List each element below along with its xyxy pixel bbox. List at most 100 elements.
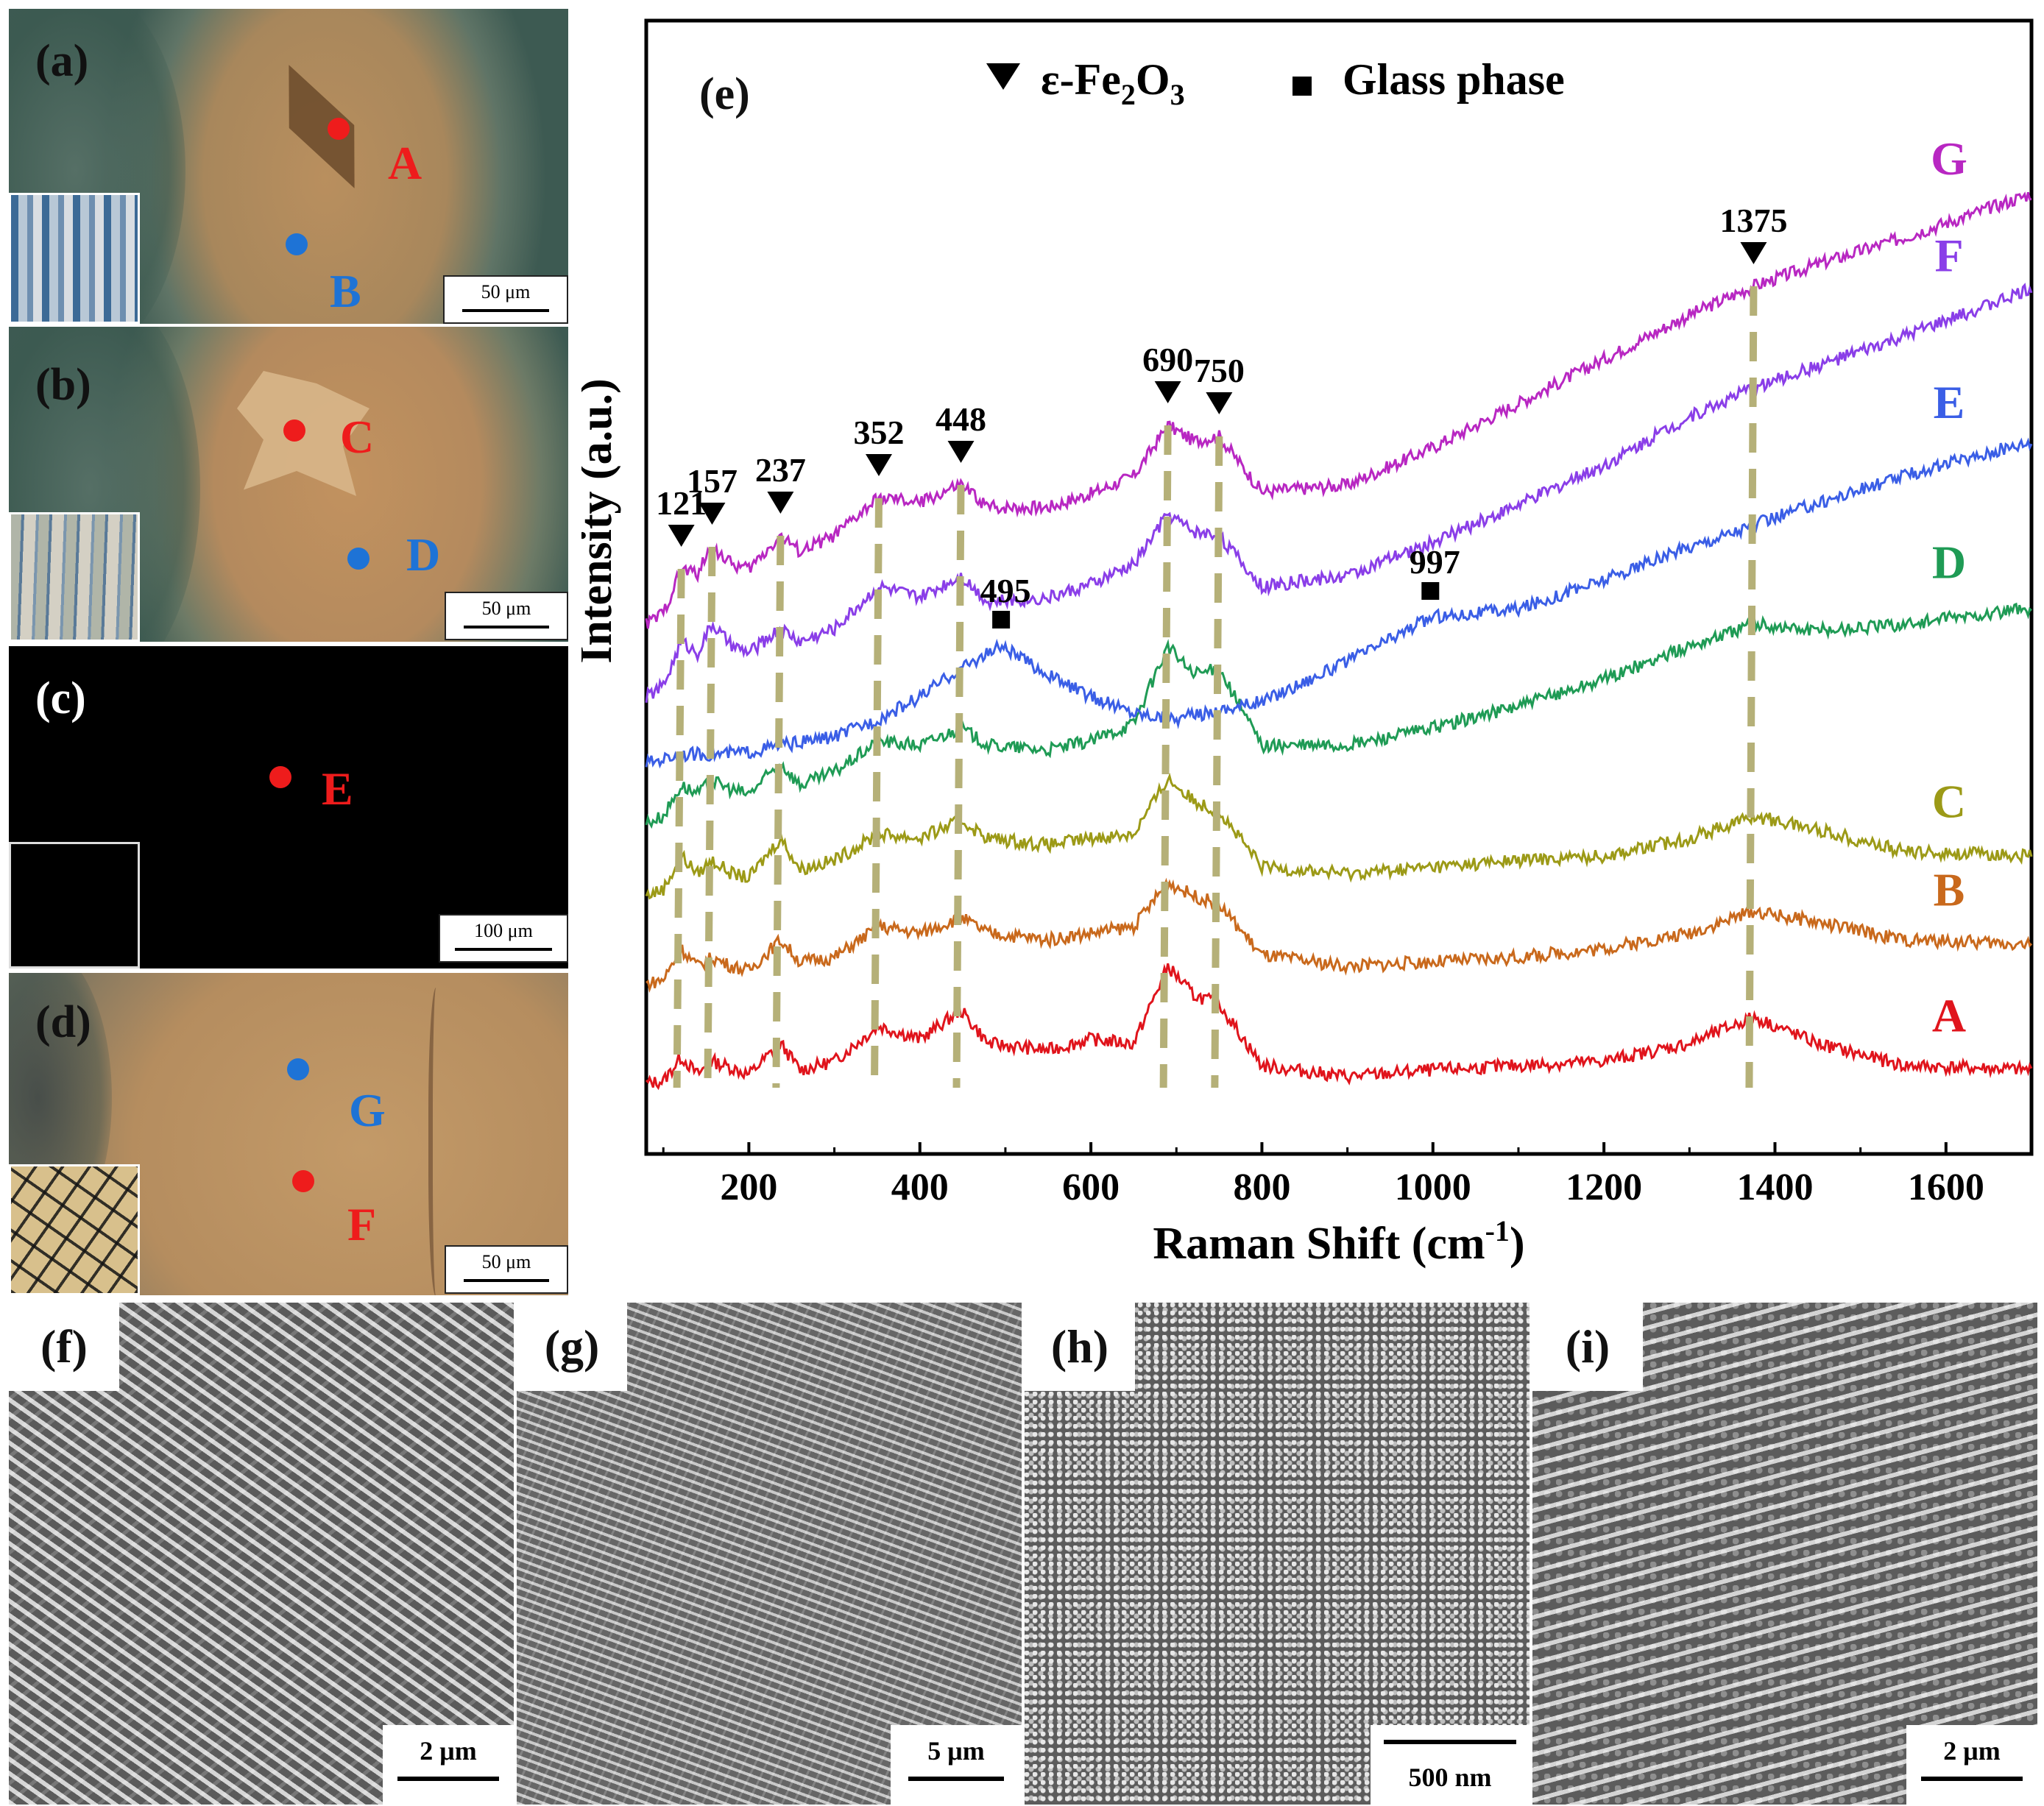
legend-marker-fe2o3	[986, 63, 1020, 90]
sem-image-f: (f) 2 μm	[9, 1303, 514, 1805]
point-G-marker	[287, 1058, 309, 1080]
plot-frame	[644, 18, 2034, 1156]
series-line-F	[645, 283, 2033, 703]
peak-marker-fe2o3-690	[1154, 381, 1181, 403]
x-tick-label-1400: 1400	[1736, 1166, 1813, 1208]
peak-guide-1375	[1745, 286, 1758, 1088]
sem-image-h: (h) 500 nm	[1025, 1303, 1530, 1805]
sem-image-g: (g) 5 μm	[517, 1303, 1022, 1805]
x-tick-label-1000: 1000	[1395, 1166, 1471, 1208]
panel-label-g: (g)	[517, 1303, 627, 1391]
optical-image-d: (d) G F 50 μm	[9, 973, 568, 1295]
scalebar-h: 500 nm	[1371, 1725, 1530, 1805]
point-B-marker	[286, 233, 308, 255]
legend-marker-glass	[1292, 77, 1312, 96]
peak-guide-237	[772, 535, 785, 1088]
series-line-D	[645, 602, 2032, 829]
point-label-D: D	[406, 528, 441, 581]
inset-image-a	[9, 193, 140, 324]
sem-image-i: (i) 2 μm	[1532, 1303, 2037, 1805]
x-tick-label-600: 600	[1062, 1166, 1120, 1208]
series-line-A	[645, 963, 2033, 1091]
peak-guide-690	[1159, 425, 1172, 1088]
peak-marker-fe2o3-448	[947, 441, 975, 463]
series-label-G: G	[1931, 132, 1967, 185]
peak-marker-fe2o3-352	[865, 454, 892, 476]
scalebar-a: 50 μm	[443, 275, 568, 324]
peak-guide-352	[870, 497, 883, 1088]
point-label-G: G	[349, 1084, 386, 1136]
peak-label-997: 997	[1410, 543, 1460, 581]
panel-label-i: (i)	[1532, 1303, 1643, 1391]
series-label-C: C	[1932, 776, 1966, 828]
legend-label-glass: Glass phase	[1343, 55, 1565, 104]
x-axis-label: Raman Shift (cm-1)	[1153, 1214, 1524, 1269]
point-A-marker	[328, 118, 350, 140]
point-label-F: F	[347, 1198, 377, 1250]
scalebar-f: 2 μm	[383, 1725, 514, 1805]
peak-marker-fe2o3-121	[668, 525, 695, 547]
crack-line	[428, 988, 448, 1295]
peak-label-495: 495	[980, 572, 1031, 609]
peak-marker-fe2o3-157	[699, 503, 726, 525]
point-label-A: A	[388, 137, 422, 189]
peak-label-750: 750	[1194, 352, 1245, 389]
point-D-marker	[347, 548, 369, 570]
series-label-F: F	[1934, 229, 1963, 281]
series-label-A: A	[1932, 990, 1966, 1042]
scalebar-b: 50 μm	[445, 592, 568, 640]
series-line-C	[645, 772, 2033, 900]
point-label-E: E	[322, 762, 353, 815]
scalebar-d: 50 μm	[445, 1245, 568, 1294]
peak-marker-glass-495	[992, 611, 1011, 628]
scalebar-g: 5 μm	[891, 1725, 1022, 1805]
inset-image-c	[9, 842, 140, 968]
panel-label-b: (b)	[35, 360, 91, 410]
panel-label-d: (d)	[35, 997, 91, 1047]
peak-label-448: 448	[936, 400, 986, 438]
optical-image-c: (c) E 100 μm	[9, 646, 568, 968]
x-tick-label-800: 800	[1233, 1166, 1290, 1208]
series-line-G	[645, 191, 2032, 629]
series-label-E: E	[1934, 376, 1965, 428]
peak-label-690: 690	[1142, 341, 1193, 378]
legend-label-fe2o3: ε-Fe2O3	[1041, 55, 1185, 111]
panel-label-f: (f)	[9, 1303, 119, 1391]
point-F-marker	[292, 1170, 314, 1192]
crystal-feature	[263, 51, 381, 202]
peak-marker-fe2o3-1375	[1740, 242, 1767, 264]
inset-image-b	[9, 512, 140, 642]
inset-image-d	[9, 1164, 140, 1295]
peak-label-237: 237	[755, 451, 806, 489]
point-C-marker	[283, 419, 305, 442]
optical-image-b: (b) C D 50 μm	[9, 327, 568, 642]
panel-label-h: (h)	[1025, 1303, 1135, 1391]
peak-label-121: 121	[656, 484, 707, 522]
x-tick-label-400: 400	[891, 1166, 949, 1208]
panel-label-a: (a)	[35, 36, 89, 86]
x-tick-label-1200: 1200	[1566, 1166, 1642, 1208]
optical-image-a: (a) A B 50 μm	[9, 9, 568, 324]
point-label-B: B	[330, 265, 361, 317]
x-tick-label-1600: 1600	[1908, 1166, 1984, 1208]
peak-guide-448	[952, 484, 965, 1088]
peak-marker-fe2o3-237	[767, 492, 794, 514]
scalebar-i: 2 μm	[1906, 1725, 2037, 1805]
series-line-B	[646, 877, 2033, 994]
y-axis-label: Intensity (a.u.)	[581, 378, 621, 664]
panel-label-e: (e)	[699, 69, 750, 119]
peak-marker-fe2o3-750	[1206, 392, 1233, 414]
series-line-E	[645, 437, 2033, 769]
scalebar-c: 100 μm	[439, 914, 568, 963]
series-label-D: D	[1932, 536, 1966, 588]
panel-label-c: (c)	[35, 673, 86, 723]
peak-guide-121	[673, 568, 685, 1088]
peak-label-157: 157	[687, 462, 738, 500]
peak-guide-750	[1211, 436, 1223, 1088]
point-E-marker	[269, 766, 291, 788]
x-tick-label-200: 200	[720, 1166, 777, 1208]
point-label-C: C	[340, 411, 375, 463]
peak-label-352: 352	[853, 414, 904, 451]
peak-label-1375: 1375	[1719, 202, 1787, 239]
